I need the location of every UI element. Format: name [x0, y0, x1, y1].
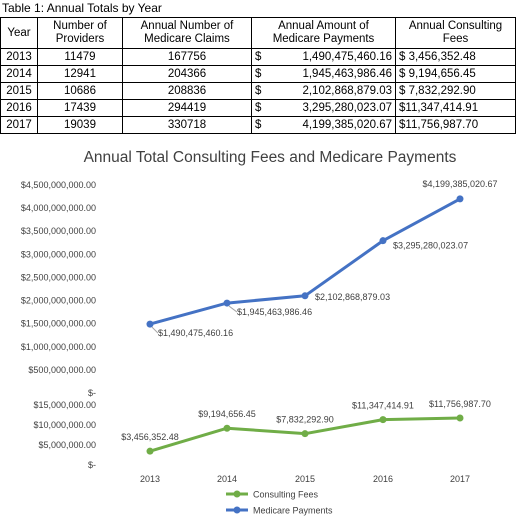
cell-year: 2013	[0, 48, 38, 66]
cell-fees: $ 3,456,352.48	[395, 48, 516, 66]
cell-payments: $2,102,868,879.03	[251, 82, 396, 100]
table-title: Table 1: Annual Totals by Year	[2, 1, 162, 15]
y-tick-label: $5,000,000.00	[38, 440, 96, 450]
table-header-row: Year Number of Providers Annual Number o…	[0, 17, 516, 49]
legend-swatch-marker	[233, 490, 241, 498]
cell-fees: $ 9,194,656.45	[395, 65, 516, 83]
cell-claims: 330718	[122, 116, 252, 134]
medicare-payments-data-label: $4,199,385,020.67	[422, 179, 497, 189]
cell-claims: 204366	[122, 65, 252, 83]
cell-fees: $ 7,832,292.90	[395, 82, 516, 100]
medicare-payments-point	[456, 195, 464, 203]
y-tick-label: $3,000,000,000.00	[21, 249, 96, 259]
cell-year: 2017	[0, 116, 38, 134]
consulting-fees-data-label: $11,347,414.91	[352, 401, 414, 411]
y-tick-label: $500,000,000.00	[28, 365, 96, 375]
cell-year: 2014	[0, 65, 38, 83]
table-row: 2017 19039 330718 $4,199,385,020.67 $11,756,…	[0, 116, 516, 134]
y-tick-label: $-	[88, 388, 96, 398]
cell-claims: 294419	[122, 99, 252, 117]
consulting-fees-point	[223, 424, 231, 432]
medicare-payments-point	[223, 299, 231, 307]
y-tick-label: $2,000,000,000.00	[21, 296, 96, 306]
cell-providers: 11479	[37, 48, 123, 66]
consulting-fees-data-label: $11,756,987.70	[429, 399, 491, 409]
medicare-payments-data-label: $1,945,463,986.46	[237, 307, 312, 317]
y-tick-label: $3,500,000,000.00	[21, 226, 96, 236]
label-leader-line	[151, 326, 159, 334]
table-row: 2016 17439 294419 $3,295,280,023.07 $11,347,…	[0, 99, 516, 117]
currency-symbol: $	[255, 119, 262, 131]
payments-amount: 3,295,280,023.07	[302, 102, 392, 114]
cell-providers: 10686	[37, 82, 123, 100]
payments-amount: 2,102,868,879.03	[302, 85, 392, 97]
medicare-payments-data-label: $3,295,280,023.07	[393, 241, 468, 251]
cell-payments: $3,295,280,023.07	[251, 99, 396, 117]
cell-payments: $1,945,463,986.46	[251, 65, 396, 83]
medicare-payments-legend: Medicare Payments	[226, 506, 333, 516]
consulting-fees-point	[301, 430, 309, 438]
line-chart: Annual Total Consulting Fees and Medicar…	[21, 149, 498, 516]
table-row: 2014 12941 204366 $1,945,463,986.46 $ 9,194,…	[0, 65, 516, 83]
cell-fees: $11,756,987.70	[395, 116, 516, 134]
y-tick-label: $15,000,000.00	[33, 400, 96, 410]
cell-providers: 19039	[37, 116, 123, 134]
payments-amount: 1,945,463,986.46	[302, 68, 392, 80]
consulting-fees-data-label: $7,832,292.90	[276, 415, 334, 425]
consulting-fees-data-label: $9,194,656.45	[198, 409, 256, 419]
y-tick-label: $10,000,000.00	[33, 420, 96, 430]
x-tick-label: 2017	[450, 474, 470, 484]
x-tick-label: 2016	[373, 474, 393, 484]
label-leader-line	[228, 305, 238, 313]
consulting-fees-point	[146, 447, 154, 455]
x-tick-label: 2013	[140, 474, 160, 484]
y-tick-label: $1,000,000,000.00	[21, 342, 96, 352]
cell-year: 2015	[0, 82, 38, 100]
currency-symbol: $	[255, 51, 262, 63]
payments-amount: 4,199,385,020.67	[302, 119, 392, 131]
cell-year: 2016	[0, 99, 38, 117]
header-payments: Annual Amount of Medicare Payments	[251, 17, 396, 49]
medicare-payments-point	[146, 320, 154, 328]
table-row: 2013 11479 167756 $1,490,475,460.16 $ 3,456,…	[0, 48, 516, 66]
y-tick-label: $2,500,000,000.00	[21, 272, 96, 282]
currency-symbol: $	[255, 102, 262, 114]
cell-claims: 208836	[122, 82, 252, 100]
header-claims: Annual Number of Medicare Claims	[122, 17, 252, 49]
y-tick-label: $1,500,000,000.00	[21, 319, 96, 329]
x-tick-label: 2015	[295, 474, 315, 484]
cell-providers: 12941	[37, 65, 123, 83]
consulting-fees-data-label: $3,456,352.48	[121, 432, 179, 442]
medicare-payments-point	[379, 237, 387, 245]
medicare-payments-data-label: $1,490,475,460.16	[158, 328, 233, 338]
y-tick-label: $4,500,000,000.00	[21, 180, 96, 190]
cell-providers: 17439	[37, 99, 123, 117]
y-tick-label: $4,000,000,000.00	[21, 203, 96, 213]
y-tick-label: $-	[88, 460, 96, 470]
header-year: Year	[0, 17, 38, 49]
consulting-fees-point	[379, 416, 387, 424]
medicare-payments-point	[301, 292, 309, 300]
medicare-payments-line	[149, 197, 461, 326]
consulting-fees-legend: Consulting Fees	[226, 490, 319, 500]
cell-payments: $1,490,475,460.16	[251, 48, 396, 66]
header-providers: Number of Providers	[37, 17, 123, 49]
cell-payments: $4,199,385,020.67	[251, 116, 396, 134]
payments-amount: 1,490,475,460.16	[302, 51, 392, 63]
table-row: 2015 10686 208836 $2,102,868,879.03 $ 7,832,…	[0, 82, 516, 100]
legend-swatch-marker	[233, 506, 241, 514]
header-fees: Annual Consulting Fees	[395, 17, 516, 49]
cell-fees: $11,347,414.91	[395, 99, 516, 117]
cell-claims: 167756	[122, 48, 252, 66]
annual-totals-table: Year Number of Providers Annual Number o…	[0, 17, 516, 134]
medicare-payments-data-label: $2,102,868,879.03	[315, 292, 390, 302]
legend-label: Medicare Payments	[253, 506, 333, 516]
consulting-fees-point	[456, 414, 464, 422]
currency-symbol: $	[255, 68, 262, 80]
legend-label: Consulting Fees	[253, 490, 319, 500]
x-tick-label: 2014	[217, 474, 237, 484]
chart-title: Annual Total Consulting Fees and Medicar…	[84, 149, 457, 166]
currency-symbol: $	[255, 85, 262, 97]
